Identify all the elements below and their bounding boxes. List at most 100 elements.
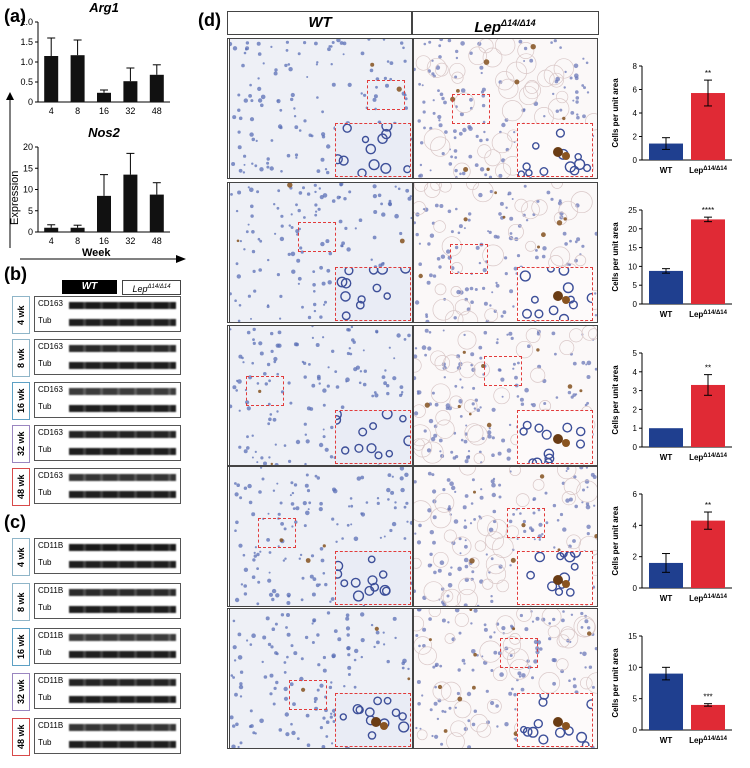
nucleus [266,157,270,161]
nucleus [340,405,345,409]
nucleus [453,519,459,524]
nucleus [580,611,584,616]
nucleus [259,167,264,172]
positive-cell [556,220,563,226]
nucleus [587,626,591,630]
nucleus [439,39,444,42]
nucleus [583,86,586,90]
bar [97,92,111,102]
nucleus [280,613,285,617]
nucleus [567,390,572,395]
nucleus [254,450,257,453]
zoom-inset [517,693,593,747]
nucleus [476,408,481,412]
nucleus [407,196,412,201]
x-tick-label: 8 [75,106,80,116]
legend-lep-label: Lep [132,284,148,294]
nucleus [390,490,395,495]
nucleus [457,668,461,672]
nucleus [463,662,466,665]
inset-nucleus [381,586,391,596]
inset-nucleus [364,707,375,718]
nucleus [508,331,513,336]
nucleus [403,59,407,63]
blot-box: CD163 Tub [34,339,181,375]
nucleus [437,89,440,92]
nucleus [449,481,454,486]
nucleus [239,682,243,686]
nucleus [302,186,305,190]
vacuole [414,438,425,451]
nucleus [491,407,496,412]
inset-nucleus [336,411,342,421]
nucleus [295,439,301,445]
inset-nucleus [519,270,531,282]
nucleus [315,343,320,347]
nucleus [276,410,279,413]
nucleus [286,632,291,637]
nucleus [293,107,296,110]
nucleus [288,67,293,72]
nucleus [405,188,410,193]
nucleus [298,129,302,132]
vacuole [566,534,582,550]
positive-cell [512,627,516,631]
nucleus [490,599,494,603]
nucleus [301,305,304,309]
band-label: Tub [38,488,52,497]
nucleus [372,235,377,240]
loading-band-row: Tub [35,400,180,417]
nucleus [301,576,305,580]
nucleus [234,529,237,532]
vacuole [414,358,422,373]
nucleus [322,193,328,198]
band-label: CD11B [38,676,64,685]
nucleus [416,680,421,684]
significance-marker: ** [705,69,711,78]
region-of-interest [500,638,538,668]
vacuole [487,698,502,714]
nucleus [402,46,405,50]
nucleus [346,247,351,252]
nucleus [289,401,293,405]
y-tick-label: 8 [633,62,638,71]
nucleus [464,519,467,522]
nucleus [230,328,232,331]
loading-band-row: Tub [35,556,180,573]
nucleus [297,208,301,213]
positive-cell [514,79,520,85]
nucleus [511,687,514,691]
nucleus [271,627,276,631]
nucleus [263,461,267,465]
nucleus [467,218,471,222]
nucleus [427,242,431,246]
legend-lep-sup: Δ14/Δ14 [147,284,171,290]
nucleus [474,163,479,167]
vacuole [441,681,462,703]
nucleus [378,263,383,268]
nucleus [590,472,595,477]
nucleus [247,223,250,226]
nucleus [232,46,238,51]
nucleus [586,375,591,379]
nucleus [490,479,495,484]
band-label: Tub [38,558,52,567]
nucleus [266,165,270,169]
band-strip [69,634,176,641]
y-tick-label: 15 [628,244,637,253]
nucleus [533,538,536,541]
nucleus [283,444,287,447]
nucleus [245,230,249,234]
nucleus [242,361,245,364]
vacuole [423,581,444,602]
inset-nucleus [519,427,528,436]
nucleus [285,732,290,737]
nucleus [311,326,314,328]
nucleus [585,504,591,510]
nucleus [277,512,281,516]
nucleus [270,349,274,353]
nucleus [291,269,296,274]
vacuole [501,100,524,122]
positive-cell [370,62,375,67]
nucleus [414,376,417,381]
